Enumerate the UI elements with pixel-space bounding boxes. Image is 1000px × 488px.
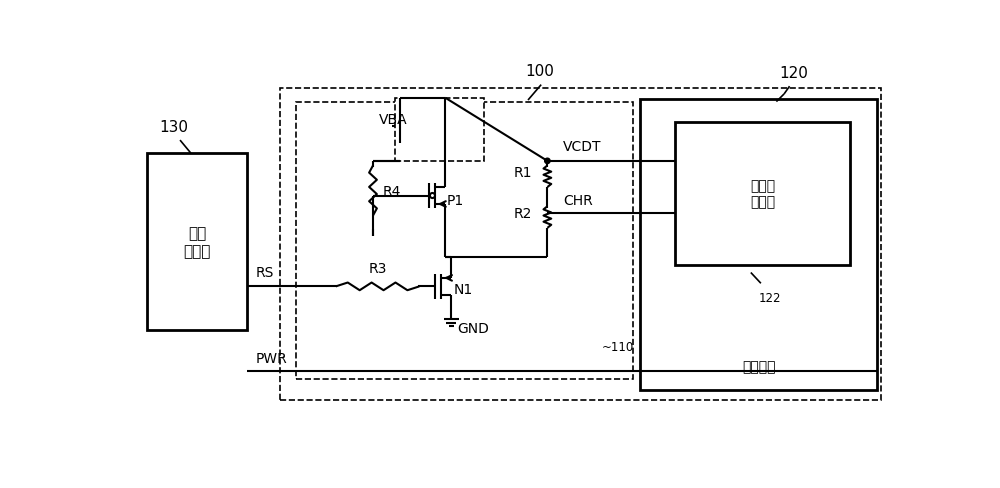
Text: 130: 130	[159, 120, 188, 134]
Text: RS: RS	[255, 265, 274, 279]
Bar	[147, 154, 247, 330]
Text: 中央
处理器: 中央 处理器	[183, 226, 211, 258]
Text: 122: 122	[759, 291, 781, 304]
Text: R1: R1	[513, 166, 532, 180]
Text: 通信芯片: 通信芯片	[742, 360, 775, 374]
Bar	[280, 88, 881, 400]
Text: R2: R2	[514, 207, 532, 221]
Text: N1: N1	[453, 283, 472, 297]
Bar	[675, 123, 850, 265]
Bar	[395, 99, 484, 162]
Circle shape	[545, 159, 550, 164]
Text: PWR: PWR	[255, 351, 287, 365]
Text: VCDT: VCDT	[563, 140, 601, 154]
Text: VBA: VBA	[378, 112, 407, 126]
Text: R4: R4	[382, 184, 401, 198]
Text: R3: R3	[368, 261, 387, 275]
Text: GND: GND	[458, 321, 490, 335]
Text: P1: P1	[447, 194, 464, 208]
Text: CHR: CHR	[563, 194, 593, 207]
Text: 电源管
理单元: 电源管 理单元	[750, 179, 775, 209]
Text: 120: 120	[779, 66, 808, 81]
Bar	[640, 100, 877, 390]
Text: 100: 100	[525, 64, 554, 79]
Bar	[296, 102, 633, 379]
Text: ~110: ~110	[602, 340, 634, 353]
